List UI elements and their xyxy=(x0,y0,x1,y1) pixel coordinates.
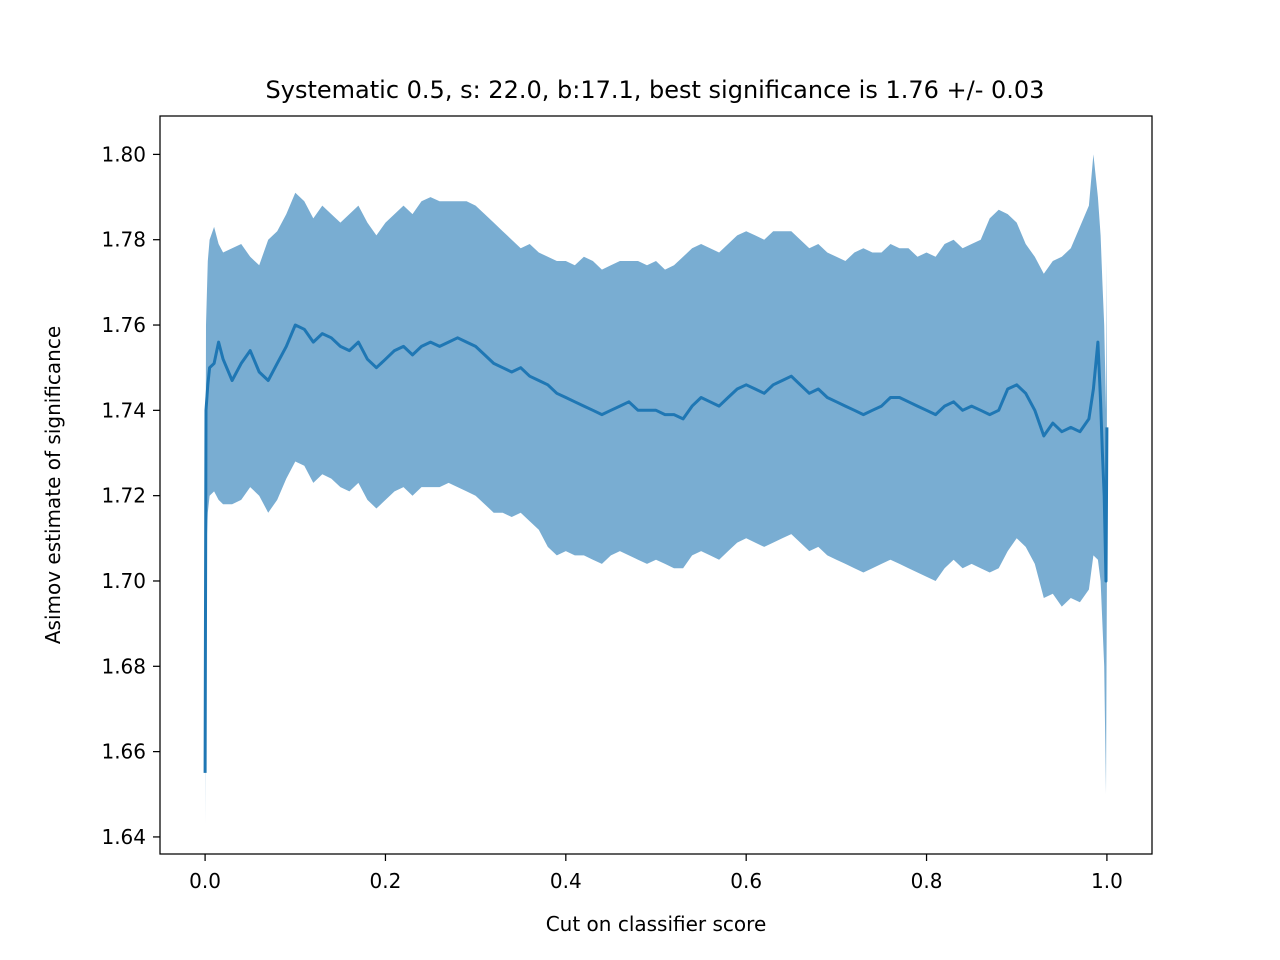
y-axis: 1.64 1.66 1.68 1.70 1.72 1.74 1.76 1.78 1.80 xyxy=(101,142,160,849)
significance-line xyxy=(203,323,1109,773)
x-tick-label: 0.2 xyxy=(370,869,402,893)
confidence-band xyxy=(205,154,1107,825)
x-tick-label: 0.4 xyxy=(550,869,582,893)
x-tick-label: 0.8 xyxy=(911,869,943,893)
x-axis: 0.0 0.2 0.4 0.6 0.8 1.0 xyxy=(189,854,1123,893)
y-axis-label: Asimov estimate of significance xyxy=(41,326,65,644)
plot-area xyxy=(203,154,1109,825)
y-tick-label: 1.76 xyxy=(101,313,146,337)
x-axis-label: Cut on classifier score xyxy=(546,912,767,936)
y-tick-label: 1.70 xyxy=(101,569,146,593)
y-tick-label: 1.80 xyxy=(101,142,146,166)
x-tick-label: 1.0 xyxy=(1091,869,1123,893)
y-tick-label: 1.68 xyxy=(101,654,146,678)
chart-title: Systematic 0.5, s: 22.0, b:17.1, best si… xyxy=(266,76,1045,104)
y-tick-label: 1.78 xyxy=(101,228,146,252)
y-tick-label: 1.64 xyxy=(101,825,146,849)
y-tick-label: 1.66 xyxy=(101,740,146,764)
x-tick-label: 0.0 xyxy=(189,869,221,893)
y-tick-label: 1.72 xyxy=(101,484,146,508)
y-tick-label: 1.74 xyxy=(101,398,146,422)
plot-frame xyxy=(159,115,1153,855)
x-tick-label: 0.6 xyxy=(730,869,762,893)
